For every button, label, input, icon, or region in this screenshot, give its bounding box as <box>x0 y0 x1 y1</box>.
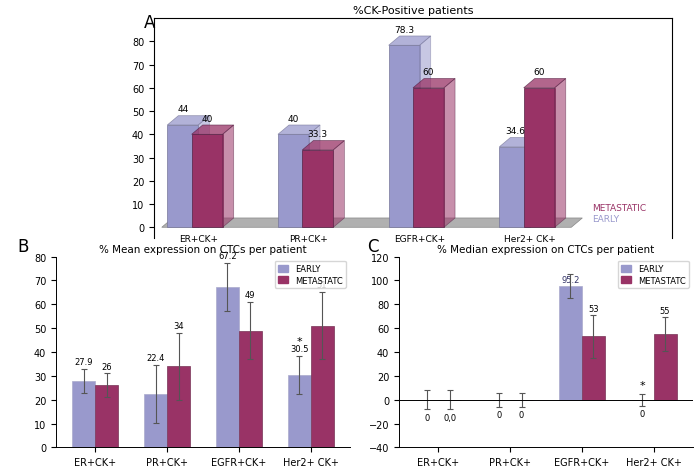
Bar <box>144 394 167 447</box>
Bar <box>239 331 262 447</box>
Text: 67.2: 67.2 <box>218 252 237 261</box>
Text: 44: 44 <box>177 105 188 114</box>
Legend: EARLY, METASTATC: EARLY, METASTATC <box>617 261 689 288</box>
Bar <box>654 335 676 400</box>
Polygon shape <box>223 126 234 228</box>
Text: 95.2: 95.2 <box>561 275 580 284</box>
Bar <box>288 375 311 447</box>
Text: 0: 0 <box>640 409 645 418</box>
Polygon shape <box>531 138 541 228</box>
Text: 78.3: 78.3 <box>394 26 414 35</box>
Polygon shape <box>524 79 566 89</box>
Text: 53: 53 <box>588 304 598 313</box>
Text: PR+CK+: PR+CK+ <box>290 234 328 243</box>
Text: EARLY: EARLY <box>592 214 620 223</box>
Text: 34: 34 <box>174 321 184 330</box>
Polygon shape <box>278 135 309 228</box>
Text: Her2+ CK+: Her2+ CK+ <box>505 234 556 243</box>
Polygon shape <box>499 148 531 228</box>
Polygon shape <box>192 126 234 135</box>
Polygon shape <box>389 37 430 46</box>
Polygon shape <box>309 126 320 228</box>
Polygon shape <box>333 141 344 228</box>
Text: 34.6: 34.6 <box>505 127 525 136</box>
Text: 60: 60 <box>533 68 545 77</box>
Text: B: B <box>18 238 29 256</box>
Title: %CK-Positive patients: %CK-Positive patients <box>353 6 473 16</box>
Text: 27.9: 27.9 <box>75 357 93 367</box>
Bar <box>167 367 190 447</box>
Bar <box>216 288 239 447</box>
Text: METASTATIC: METASTATIC <box>592 204 646 213</box>
Text: 40: 40 <box>202 114 213 123</box>
Text: 0: 0 <box>519 410 524 419</box>
Polygon shape <box>198 117 209 228</box>
Text: 33.3: 33.3 <box>308 130 328 139</box>
Text: 40: 40 <box>288 114 299 123</box>
Text: 51: 51 <box>317 281 328 290</box>
Polygon shape <box>302 150 333 228</box>
Polygon shape <box>413 89 444 228</box>
Text: *: * <box>296 337 302 347</box>
Polygon shape <box>167 117 209 126</box>
Title: % Median expression on CTCs per patient: % Median expression on CTCs per patient <box>438 245 654 255</box>
Text: 22.4: 22.4 <box>146 354 165 363</box>
Bar <box>311 326 333 447</box>
Text: EGFR+CK+: EGFR+CK+ <box>394 234 445 243</box>
Text: *: * <box>639 380 645 390</box>
Polygon shape <box>524 89 554 228</box>
Text: 60: 60 <box>423 68 434 77</box>
Bar <box>73 381 95 447</box>
Text: 30.5: 30.5 <box>290 344 308 353</box>
Title: % Mean expression on CTCs per patient: % Mean expression on CTCs per patient <box>99 245 307 255</box>
Polygon shape <box>444 79 455 228</box>
Polygon shape <box>278 126 320 135</box>
Legend: EARLY, METASTATC: EARLY, METASTATC <box>274 261 346 288</box>
Polygon shape <box>302 141 344 150</box>
Text: 26: 26 <box>102 362 112 371</box>
Polygon shape <box>499 138 541 148</box>
Text: 0,0: 0,0 <box>443 413 456 422</box>
Text: 55: 55 <box>660 307 671 316</box>
Polygon shape <box>167 126 198 228</box>
Bar <box>95 386 118 447</box>
Bar <box>559 287 582 400</box>
Polygon shape <box>389 46 419 228</box>
Text: 49: 49 <box>245 290 255 299</box>
Polygon shape <box>413 79 455 89</box>
Text: 0: 0 <box>496 410 501 419</box>
Text: A: A <box>144 14 155 32</box>
Polygon shape <box>419 37 430 228</box>
Text: C: C <box>368 238 379 256</box>
Polygon shape <box>192 135 223 228</box>
Text: 0: 0 <box>424 413 430 422</box>
Text: ER+CK+: ER+CK+ <box>178 234 218 243</box>
Polygon shape <box>554 79 566 228</box>
Polygon shape <box>162 218 582 228</box>
Bar <box>582 337 605 400</box>
